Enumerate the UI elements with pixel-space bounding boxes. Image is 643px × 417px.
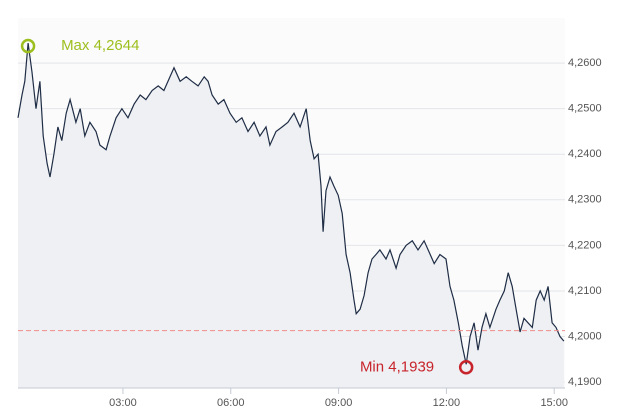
area-fill (18, 43, 564, 388)
x-tick-label: 12:00 (433, 397, 461, 409)
y-tick-label: 4,2500 (568, 103, 602, 115)
y-tick-label: 4,1900 (568, 376, 602, 388)
x-tick-label: 09:00 (325, 397, 353, 409)
annotation-label: Min 4,1939 (360, 358, 434, 375)
x-tick-label: 03:00 (109, 397, 137, 409)
annotation-marker (458, 360, 474, 375)
annotation-label: Max 4,2644 (61, 37, 139, 54)
y-tick-label: 4,2100 (568, 285, 602, 297)
x-tick-label: 06:00 (217, 397, 245, 409)
y-tick-label: 4,2200 (568, 239, 602, 251)
y-tick-label: 4,2000 (568, 330, 602, 342)
x-tick-label: 15:00 (540, 397, 568, 409)
y-tick-label: 4,2300 (568, 194, 602, 206)
y-tick-label: 4,2400 (568, 148, 602, 160)
price-line (17, 43, 565, 365)
y-tick-label: 4,2600 (568, 57, 602, 69)
annotation-marker (20, 38, 36, 54)
